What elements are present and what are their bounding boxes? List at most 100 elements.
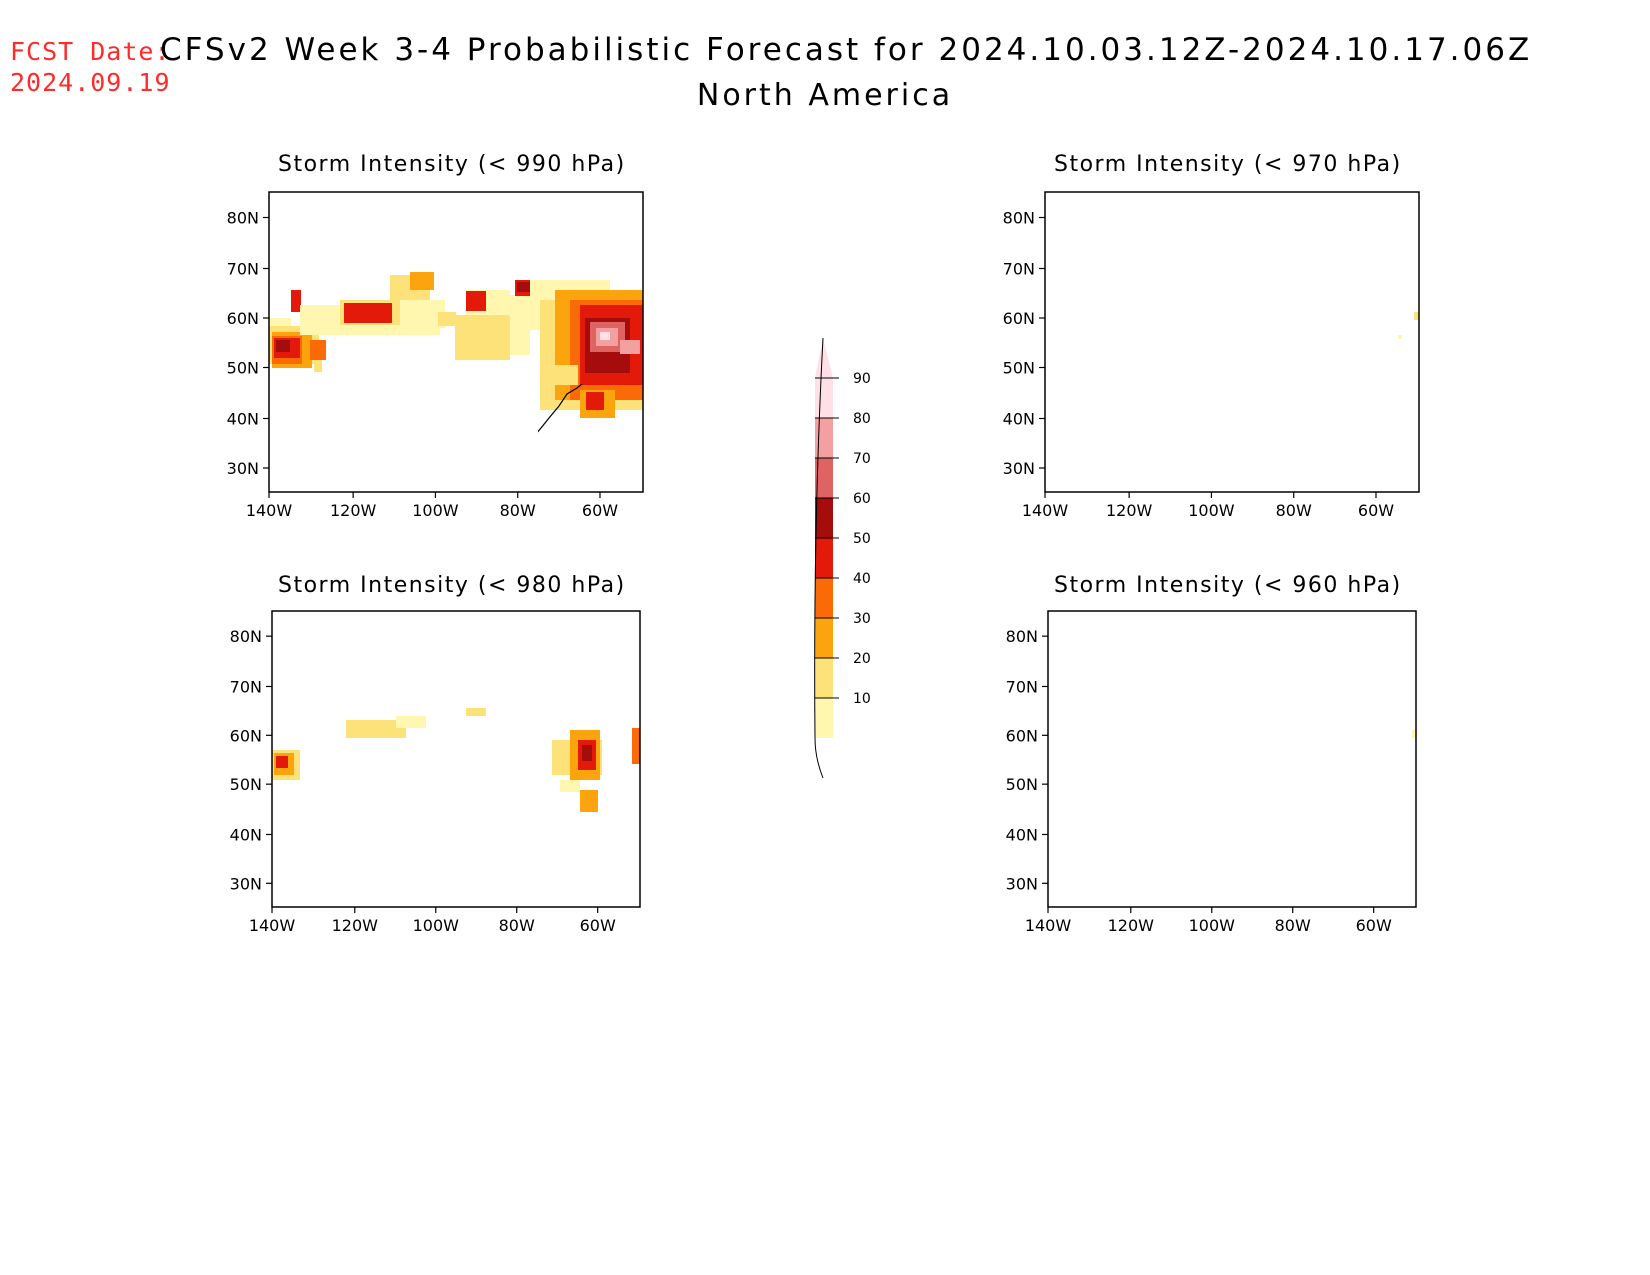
lat-tick-label: 40N — [1006, 825, 1038, 844]
shade — [586, 392, 604, 410]
colorbar-swatch — [815, 538, 833, 578]
coastline — [1117, 662, 1225, 676]
coastline — [548, 700, 562, 712]
colorbar-label: 10 — [853, 691, 871, 707]
coastline — [459, 668, 489, 680]
coastlines-960 — [1048, 617, 1416, 907]
lon-tick-label: 60W — [582, 501, 618, 520]
coastline — [1148, 864, 1166, 898]
lat-tick-label: 60N — [230, 726, 262, 745]
coastline — [372, 864, 390, 898]
coastline — [544, 637, 617, 686]
shade — [620, 340, 640, 354]
coastline — [1045, 310, 1169, 488]
coastline — [1343, 769, 1404, 795]
lon-tick-label: 100W — [412, 501, 459, 520]
lat-tick-label: 30N — [230, 874, 262, 893]
coastline — [1223, 472, 1289, 492]
shade — [314, 360, 322, 372]
shade — [410, 272, 434, 290]
colorbar: 10 20 30 40 50 60 70 80 90 — [814, 337, 871, 779]
lon-tick-label: 120W — [1108, 916, 1155, 935]
coastline — [545, 218, 619, 268]
shade — [632, 728, 640, 764]
coastline — [1296, 804, 1312, 818]
coastline — [371, 448, 389, 482]
lon-tick-label: 80W — [500, 501, 536, 520]
coastline — [1155, 276, 1177, 284]
lat-tick-label: 70N — [1006, 677, 1038, 696]
coastline — [1288, 779, 1390, 907]
shade — [276, 340, 290, 352]
coastline — [497, 246, 569, 280]
coastline — [1175, 338, 1187, 350]
coastline — [1225, 322, 1235, 342]
colorbar-label: 80 — [853, 411, 871, 427]
shade — [455, 315, 510, 360]
lat-tick-label: 60N — [1003, 309, 1035, 328]
coastline — [521, 388, 537, 402]
shade — [344, 303, 392, 323]
lat-tick-label: 70N — [230, 677, 262, 696]
coastline — [1223, 887, 1288, 907]
coastline — [420, 617, 636, 649]
coastline — [1176, 755, 1188, 767]
shade — [1412, 730, 1416, 738]
map-panel-960: 80N 70N 60N 50N 40N 30N 140W 120W 100W 80W 60W — [1006, 610, 1417, 935]
map-frame — [268, 191, 644, 493]
coastline — [447, 887, 512, 907]
coastline — [1275, 392, 1291, 406]
shade — [291, 290, 301, 312]
coastline — [498, 808, 514, 822]
coastline — [512, 779, 614, 907]
coastline — [1156, 694, 1178, 702]
lat-tick-label: 50N — [1003, 359, 1035, 378]
coastlines-990 — [371, 218, 619, 492]
map-frame — [1047, 610, 1417, 908]
map-frame — [271, 610, 641, 908]
lat-tick-label: 50N — [1006, 775, 1038, 794]
coastline — [1272, 664, 1343, 698]
lon-tick-label: 100W — [1189, 916, 1236, 935]
coastline — [1196, 700, 1216, 708]
coastline — [1301, 288, 1419, 372]
shade — [560, 780, 580, 792]
lat-tick-label: 70N — [1003, 260, 1035, 279]
coastline — [459, 250, 489, 262]
forecast-date-value: 2024.09.19 — [10, 68, 171, 97]
colorbar-label: 60 — [853, 491, 871, 507]
shade — [400, 300, 445, 328]
lon-tick-label: 140W — [249, 916, 296, 935]
coastline — [488, 787, 529, 807]
coastline — [1205, 650, 1282, 668]
coastline — [1289, 362, 1393, 492]
shade — [548, 365, 578, 385]
lon-tick-label: 80W — [1276, 501, 1312, 520]
panel-title-970: Storm Intensity (< 970 hPa) — [1054, 152, 1402, 177]
coastline — [1105, 224, 1195, 242]
colorbar-label: 70 — [853, 451, 871, 467]
coastline — [1321, 218, 1395, 268]
coastline — [1264, 787, 1305, 807]
lat-tick-label: 80N — [1003, 209, 1035, 228]
probability-shading-970 — [1398, 312, 1419, 339]
coastline — [1241, 288, 1311, 348]
colorbar-outline — [814, 337, 824, 779]
map-panel-980: 80N 70N 60N 50N 40N 30N 140W 120W 100W 80W 60W — [230, 610, 641, 935]
coastline — [1195, 198, 1415, 230]
coastline — [447, 472, 513, 492]
lon-tick-label: 60W — [1356, 916, 1392, 935]
lon-tick-label: 80W — [499, 916, 535, 935]
lat-tick-label: 40N — [230, 825, 262, 844]
lat-tick-label: 80N — [1006, 627, 1038, 646]
coastline — [1115, 244, 1225, 258]
coastline — [1166, 716, 1182, 722]
colorbar-label: 30 — [853, 611, 871, 627]
coastline — [420, 700, 440, 708]
coastline — [429, 650, 506, 668]
shade — [346, 720, 406, 738]
panel-title-960: Storm Intensity (< 960 hPa) — [1054, 573, 1402, 598]
shade — [438, 312, 456, 326]
coastline — [499, 392, 515, 406]
coastline — [1107, 643, 1196, 661]
